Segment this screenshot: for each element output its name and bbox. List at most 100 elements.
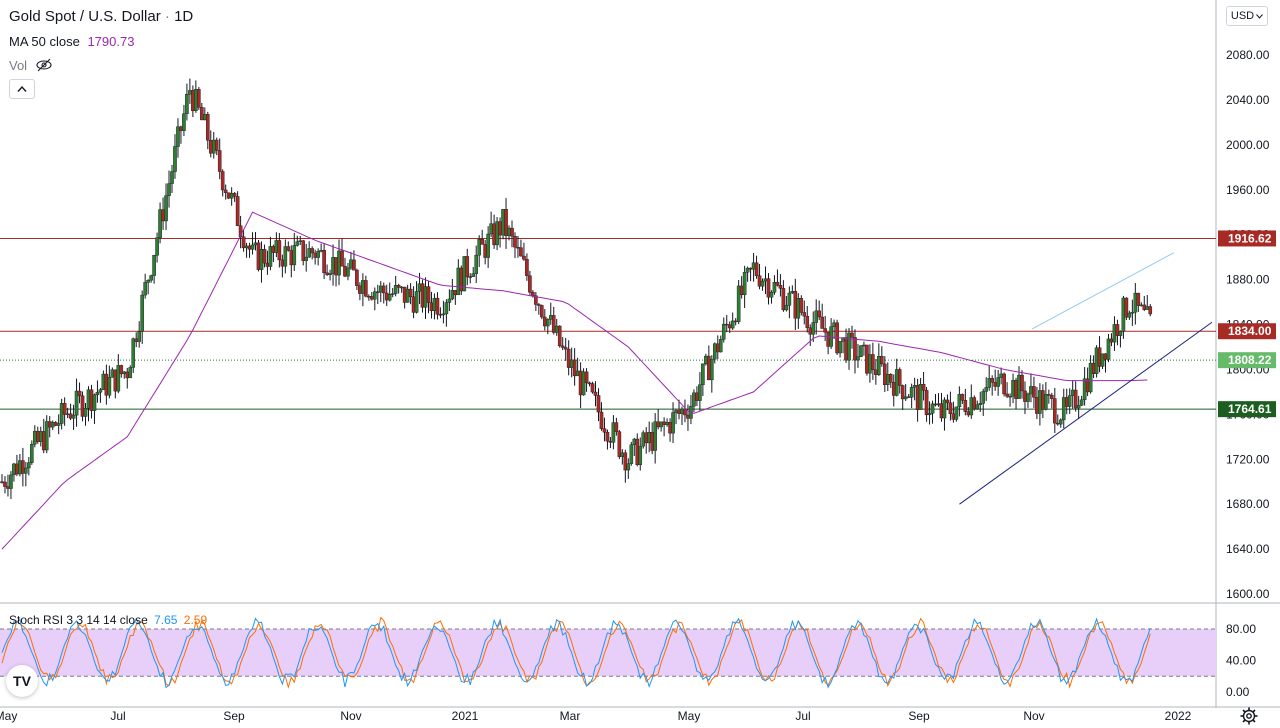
candle-body	[883, 363, 887, 386]
candle-body	[862, 344, 866, 347]
candle-body	[683, 408, 687, 416]
candle-body	[1026, 393, 1030, 402]
candle-body	[164, 195, 168, 222]
price-tag-box	[1218, 323, 1276, 340]
candle-body	[1011, 380, 1015, 397]
candle-body	[1133, 292, 1138, 313]
candle-body	[134, 338, 139, 342]
ma-label: MA 50 close	[9, 34, 80, 49]
candle-body	[578, 370, 583, 396]
candle-body	[349, 259, 353, 269]
candle-body	[560, 345, 565, 348]
candle-body	[751, 262, 756, 270]
candle-body	[325, 272, 329, 275]
stoch-legend[interactable]: Stoch RSI 3 3 14 14 close 7.65 2.59	[9, 613, 207, 627]
candle-body	[182, 113, 186, 131]
tradingview-logo[interactable]: TV	[6, 665, 38, 697]
ma-legend[interactable]: MA 50 close 1790.73	[9, 34, 134, 49]
candle-body	[74, 390, 79, 416]
candle-body	[471, 273, 476, 277]
candle-body	[540, 305, 544, 318]
candle-body	[265, 262, 270, 267]
candle-body	[447, 298, 452, 303]
ma-group	[1, 211, 1148, 550]
chevron-down-icon	[1256, 13, 1263, 19]
candle-body	[492, 223, 496, 246]
candle-body	[152, 255, 156, 276]
candle-body	[399, 286, 404, 289]
candle-body	[1139, 304, 1144, 307]
price-tag-box	[1218, 352, 1276, 369]
candle-body	[50, 422, 55, 428]
candle-body	[936, 403, 941, 406]
candle-body	[283, 246, 288, 267]
candle-body	[880, 356, 884, 365]
candle-body	[1124, 297, 1129, 318]
candle-body	[900, 385, 905, 400]
candle-body	[790, 290, 795, 294]
vol-legend[interactable]: Vol	[9, 58, 53, 75]
candle-body	[701, 363, 705, 386]
candle-body	[334, 257, 338, 276]
candle-body	[128, 367, 133, 379]
candle-body	[632, 438, 637, 446]
candle-body	[817, 310, 821, 318]
candle-body	[665, 422, 669, 425]
trendlines-group[interactable]	[959, 252, 1213, 505]
candle-body	[963, 400, 968, 412]
time-axis[interactable]: May Jul Sep Nov 2021 Mar May Jul Sep Nov 2022	[0, 709, 1192, 723]
collapse-legend-button[interactable]	[9, 79, 35, 99]
price-tick-label: 1680.00	[1226, 497, 1270, 511]
candle-body	[614, 422, 619, 432]
price-tick-label: 2040.00	[1226, 93, 1270, 107]
candle-body	[203, 114, 207, 121]
candle-body	[966, 411, 971, 416]
candle-body	[355, 269, 359, 286]
candle-body	[575, 370, 580, 377]
currency-select[interactable]: USD	[1226, 6, 1268, 26]
candle-body	[185, 93, 189, 114]
candle-body	[865, 344, 869, 374]
candle-body	[662, 421, 666, 425]
candle-body	[176, 126, 180, 147]
candle-body	[894, 369, 899, 396]
candle-body	[429, 302, 434, 312]
candle-body	[6, 486, 10, 489]
candle-body	[408, 288, 413, 297]
candle-body	[802, 312, 807, 317]
candle-body	[710, 358, 714, 381]
candle-body	[307, 248, 311, 258]
candle-body	[486, 233, 490, 258]
candle-body	[435, 297, 440, 315]
candle-body	[686, 414, 690, 419]
candle-body	[483, 244, 487, 258]
ma-50-line	[1, 211, 1148, 550]
candle-body	[563, 347, 568, 350]
candle-body	[763, 278, 768, 282]
candle-body	[373, 291, 377, 300]
candle-body	[957, 394, 962, 408]
gear-icon[interactable]	[1240, 707, 1258, 725]
candle-body	[680, 408, 684, 414]
candle-body	[1067, 395, 1072, 407]
candle-body	[921, 384, 926, 391]
candle-body	[1047, 394, 1051, 396]
time-tick-label: Jul	[110, 709, 125, 723]
candle-body	[444, 302, 449, 315]
candle-body	[468, 276, 473, 278]
candle-body	[402, 286, 407, 303]
candle-body	[748, 267, 753, 270]
candle-body	[906, 396, 911, 398]
candle-body	[110, 369, 115, 378]
candle-body	[874, 369, 878, 375]
candle-body	[1020, 374, 1024, 392]
candles-group	[0, 78, 1153, 500]
chevron-up-icon	[17, 85, 27, 92]
eye-crossed-icon[interactable]	[35, 58, 53, 75]
candle-body	[77, 390, 82, 397]
candle-body	[844, 337, 848, 361]
candle-body	[1070, 389, 1075, 396]
candle-body	[364, 280, 368, 297]
candle-body	[328, 273, 332, 276]
